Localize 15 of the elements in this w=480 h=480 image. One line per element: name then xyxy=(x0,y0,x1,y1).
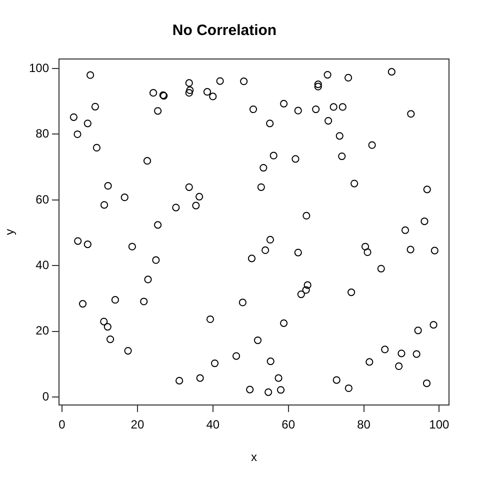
y-tick-label: 100 xyxy=(28,60,50,75)
x-tick-label: 0 xyxy=(58,418,66,432)
x-tick-label: 80 xyxy=(357,418,371,432)
x-tick-label: 60 xyxy=(282,418,296,432)
y-tick-label: 40 xyxy=(36,258,50,272)
y-tick-label: 20 xyxy=(36,324,50,338)
x-tick-label: 40 xyxy=(206,418,220,432)
y-axis-title: y xyxy=(2,229,17,235)
chart-title: No Correlation xyxy=(172,22,277,40)
x-tick-label: 100 xyxy=(429,418,450,432)
y-tick-label: 60 xyxy=(36,192,50,206)
y-tick-label: 0 xyxy=(42,389,50,404)
y-tick-label: 80 xyxy=(36,126,50,141)
x-tick-label: 20 xyxy=(130,418,144,432)
x-axis-title: x xyxy=(251,450,257,464)
